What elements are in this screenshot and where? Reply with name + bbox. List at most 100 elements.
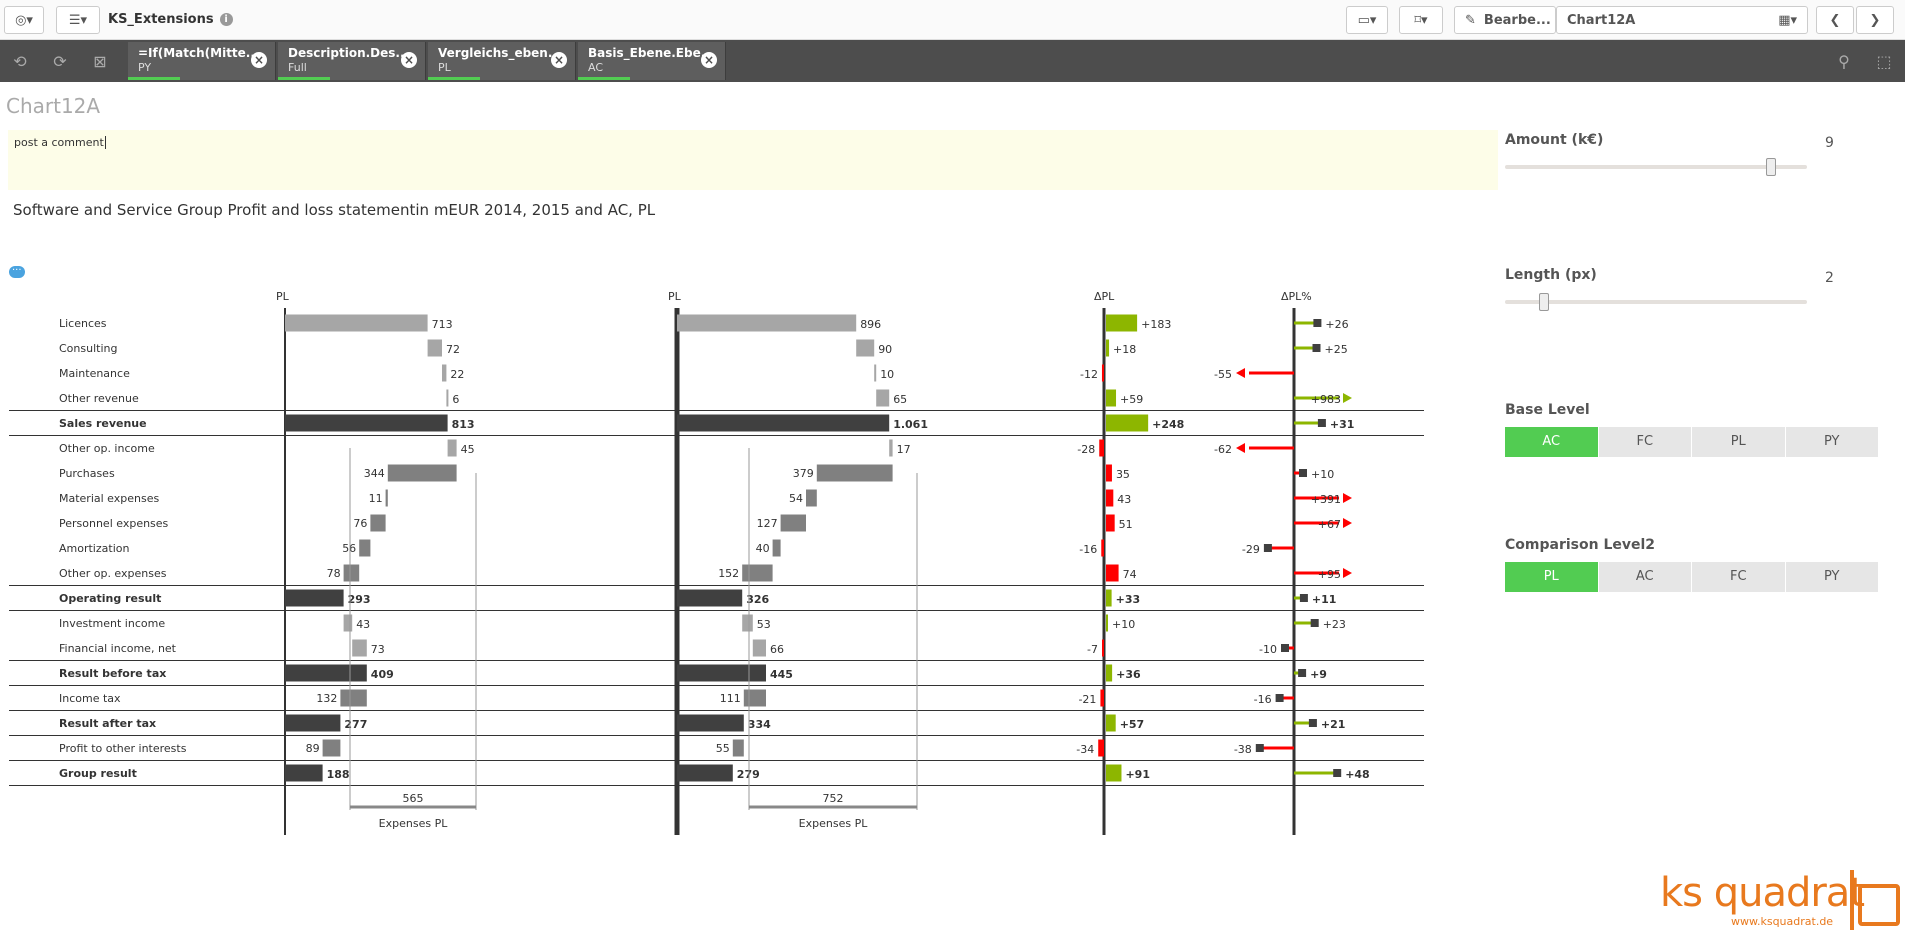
waterfall-bar — [732, 739, 744, 757]
column-header: ΔPL — [1094, 290, 1115, 303]
delta-label: -34 — [1076, 743, 1094, 756]
delta-label: +183 — [1141, 318, 1171, 331]
data-label: 111 — [720, 692, 741, 705]
edit-button[interactable]: ✎ Bearbe... — [1454, 6, 1556, 34]
clear-all-button[interactable]: ⊠ — [80, 40, 120, 82]
comparison-level-option-py[interactable]: PY — [1785, 562, 1879, 592]
close-icon[interactable]: × — [401, 52, 417, 68]
waterfall-bar — [370, 514, 386, 532]
percent-label: +25 — [1325, 343, 1348, 356]
delta-bar — [1106, 489, 1114, 507]
sheet-selector[interactable]: Chart12A ▦▾ — [1556, 6, 1808, 34]
percent-label: +67 — [1318, 518, 1341, 531]
close-icon[interactable]: × — [251, 52, 267, 68]
previous-sheet-button[interactable]: ❮ — [1816, 6, 1854, 34]
waterfall-bar — [285, 664, 367, 682]
waterfall-bar — [387, 464, 457, 482]
selection-value: PY — [138, 61, 152, 74]
delta-label: +91 — [1125, 768, 1150, 781]
data-label: 132 — [316, 692, 337, 705]
data-label: 17 — [897, 443, 911, 456]
logo-bar — [1850, 870, 1854, 930]
data-label: 813 — [452, 418, 475, 431]
selection-chip[interactable]: Vergleichs_eben... PL × — [428, 42, 576, 80]
bookmark-button[interactable]: ⌑▾ — [1399, 6, 1443, 34]
sheets-icon: ▦▾ — [1778, 12, 1797, 28]
global-menu-button[interactable]: ☰▾ — [56, 6, 100, 34]
step-forward-button[interactable]: ⟳ — [40, 40, 80, 82]
selection-chip[interactable]: Basis_Ebene.Ebe... AC × — [578, 42, 726, 80]
base-level-option-py[interactable]: PY — [1785, 427, 1879, 457]
percent-pin-head — [1313, 319, 1322, 327]
length-slider-thumb[interactable] — [1539, 293, 1550, 311]
row-label: Licences — [59, 317, 107, 330]
next-sheet-button[interactable]: ❯ — [1856, 6, 1894, 34]
delta-label: +59 — [1120, 393, 1143, 406]
base-level-option-pl[interactable]: PL — [1692, 427, 1786, 457]
search-icon: ⚲ — [1838, 51, 1850, 71]
waterfall-bar — [742, 564, 773, 582]
base-level-option-fc[interactable]: FC — [1598, 427, 1692, 457]
row-label: Financial income, net — [59, 642, 177, 655]
logo-url: www.ksquadrat.de — [1731, 915, 1834, 928]
data-label: 713 — [432, 318, 453, 331]
selection-tool-icon: ⬚ — [1876, 51, 1892, 71]
app-title: KS_Extensions — [108, 12, 214, 27]
selection-tool-button[interactable]: ⬚ — [1864, 40, 1904, 82]
row-label: Other op. income — [59, 442, 155, 455]
delta-bar — [1101, 539, 1104, 557]
percent-pin-head — [1317, 419, 1326, 427]
comment-box[interactable]: post a comment — [8, 130, 1498, 190]
waterfall-bar — [806, 489, 817, 507]
bracket-value: 565 — [403, 792, 424, 805]
percent-label: -16 — [1254, 693, 1272, 706]
delta-label: +10 — [1112, 618, 1135, 631]
navigation-menu-button[interactable]: ◎▾ — [4, 6, 44, 34]
info-icon[interactable]: i — [219, 13, 233, 26]
waterfall-bar — [677, 764, 733, 782]
comparison-level-option-pl[interactable]: PL — [1505, 562, 1599, 592]
delta-label: -21 — [1078, 693, 1096, 706]
selection-chip[interactable]: =If(Match(Mitte... PY × — [128, 42, 276, 80]
length-title: Length (px) — [1505, 267, 1597, 283]
waterfall-bar — [889, 439, 893, 457]
data-label: 56 — [342, 542, 356, 555]
close-icon[interactable]: × — [551, 52, 567, 68]
row-label: Operating result — [59, 592, 161, 605]
base-level-option-ac[interactable]: AC — [1505, 427, 1599, 457]
waterfall-bar — [285, 764, 323, 782]
data-label: 409 — [371, 668, 394, 681]
comparison-level-title: Comparison Level2 — [1505, 537, 1656, 553]
close-icon[interactable]: × — [701, 52, 717, 68]
overflow-arrow — [1343, 493, 1352, 503]
delta-label: 43 — [1117, 493, 1131, 506]
amount-title: Amount (k€) — [1505, 132, 1604, 148]
search-button[interactable]: ⚲ — [1824, 40, 1864, 82]
selection-chip[interactable]: Description.Des... Full × — [278, 42, 426, 80]
delta-label: 74 — [1123, 568, 1137, 581]
sheet-title: Chart12A — [6, 94, 101, 118]
comment-icon[interactable] — [9, 262, 25, 278]
row-label: Consulting — [59, 342, 117, 355]
delta-bar — [1098, 739, 1104, 757]
present-button[interactable]: ▭▾ — [1346, 6, 1388, 34]
waterfall-bar — [343, 564, 360, 582]
selection-value: Full — [288, 61, 307, 74]
step-back-button[interactable]: ⟲ — [0, 40, 40, 82]
chevron-left-icon: ❮ — [1829, 12, 1841, 28]
logo-mark — [1858, 884, 1900, 926]
bookmark-icon: ⌑▾ — [1414, 12, 1428, 28]
delta-bar — [1106, 514, 1115, 532]
data-label: 66 — [770, 643, 784, 656]
overflow-arrow — [1343, 518, 1352, 528]
comparison-level-option-ac[interactable]: AC — [1598, 562, 1692, 592]
percent-label: +31 — [1330, 418, 1355, 431]
comparison-level-option-fc[interactable]: FC — [1692, 562, 1786, 592]
waterfall-bar — [352, 639, 367, 657]
length-slider[interactable] — [1505, 300, 1807, 304]
waterfall-bar — [340, 689, 367, 707]
amount-slider[interactable] — [1505, 165, 1807, 169]
amount-slider-thumb[interactable] — [1765, 158, 1776, 176]
chart-subtitle: Software and Service Group Profit and lo… — [13, 201, 656, 219]
amount-value: 9 — [1825, 135, 1834, 151]
